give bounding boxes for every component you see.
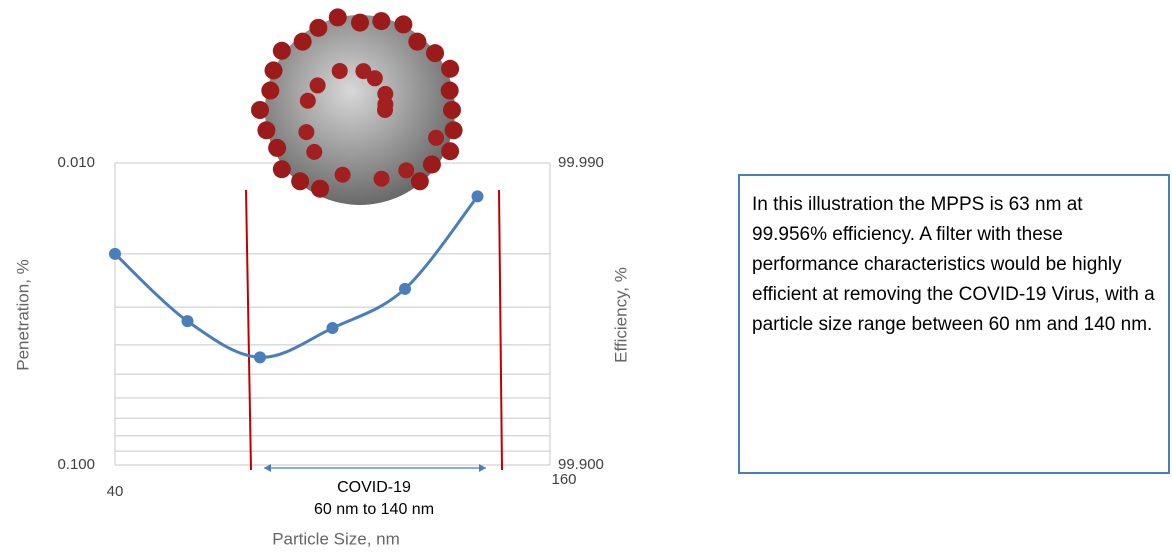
y-tick-label: 0.100 <box>57 456 95 473</box>
spike <box>372 12 390 30</box>
spike <box>441 82 459 100</box>
data-point <box>109 248 121 260</box>
y-axis-label: Penetration, % <box>13 259 32 371</box>
spike <box>441 142 459 160</box>
note-box: In this illustration the MPPS is 63 nm a… <box>738 174 1170 474</box>
spike <box>428 130 444 146</box>
spike <box>398 162 414 178</box>
data-point <box>399 283 411 295</box>
spike <box>300 93 316 109</box>
range-line <box>246 190 251 470</box>
y2-axis-label: Efficiency, % <box>611 267 630 363</box>
spike <box>411 172 429 190</box>
data-point <box>254 351 266 363</box>
spike <box>332 63 348 79</box>
spike <box>261 82 279 100</box>
x-tick-label: 40 <box>107 483 124 500</box>
spike <box>251 101 269 119</box>
spike <box>273 160 291 178</box>
spike <box>268 139 286 157</box>
x-tick-label: 160 <box>551 471 576 488</box>
spike <box>257 121 275 139</box>
x-axis-label: Particle Size, nm <box>272 529 400 548</box>
page: {"chart_data": {"type": "line", "x_label… <box>0 0 1172 552</box>
y2-tick-label: 99.990 <box>558 154 604 171</box>
y-tick-label: 0.010 <box>57 154 95 171</box>
spike <box>367 70 383 86</box>
spike <box>445 121 463 139</box>
spike <box>441 60 459 78</box>
spike <box>443 101 461 119</box>
spike <box>298 124 314 140</box>
range-line <box>499 190 502 470</box>
spike <box>273 42 291 60</box>
spike <box>374 171 390 187</box>
data-point <box>472 190 484 202</box>
spike <box>426 44 444 62</box>
spike <box>335 167 351 183</box>
data-point <box>327 322 339 334</box>
spike <box>291 172 309 190</box>
spike <box>351 14 369 32</box>
spike <box>311 180 329 198</box>
spike <box>423 155 441 173</box>
series-line <box>115 196 478 357</box>
spike <box>408 33 426 51</box>
data-point <box>182 315 194 327</box>
spike <box>306 144 322 160</box>
spike <box>394 15 412 33</box>
virus-image <box>251 8 463 205</box>
spike <box>310 77 326 93</box>
spike <box>377 96 393 112</box>
spike <box>294 33 312 51</box>
spike <box>265 61 283 79</box>
spike <box>309 19 327 37</box>
spike <box>329 8 347 26</box>
